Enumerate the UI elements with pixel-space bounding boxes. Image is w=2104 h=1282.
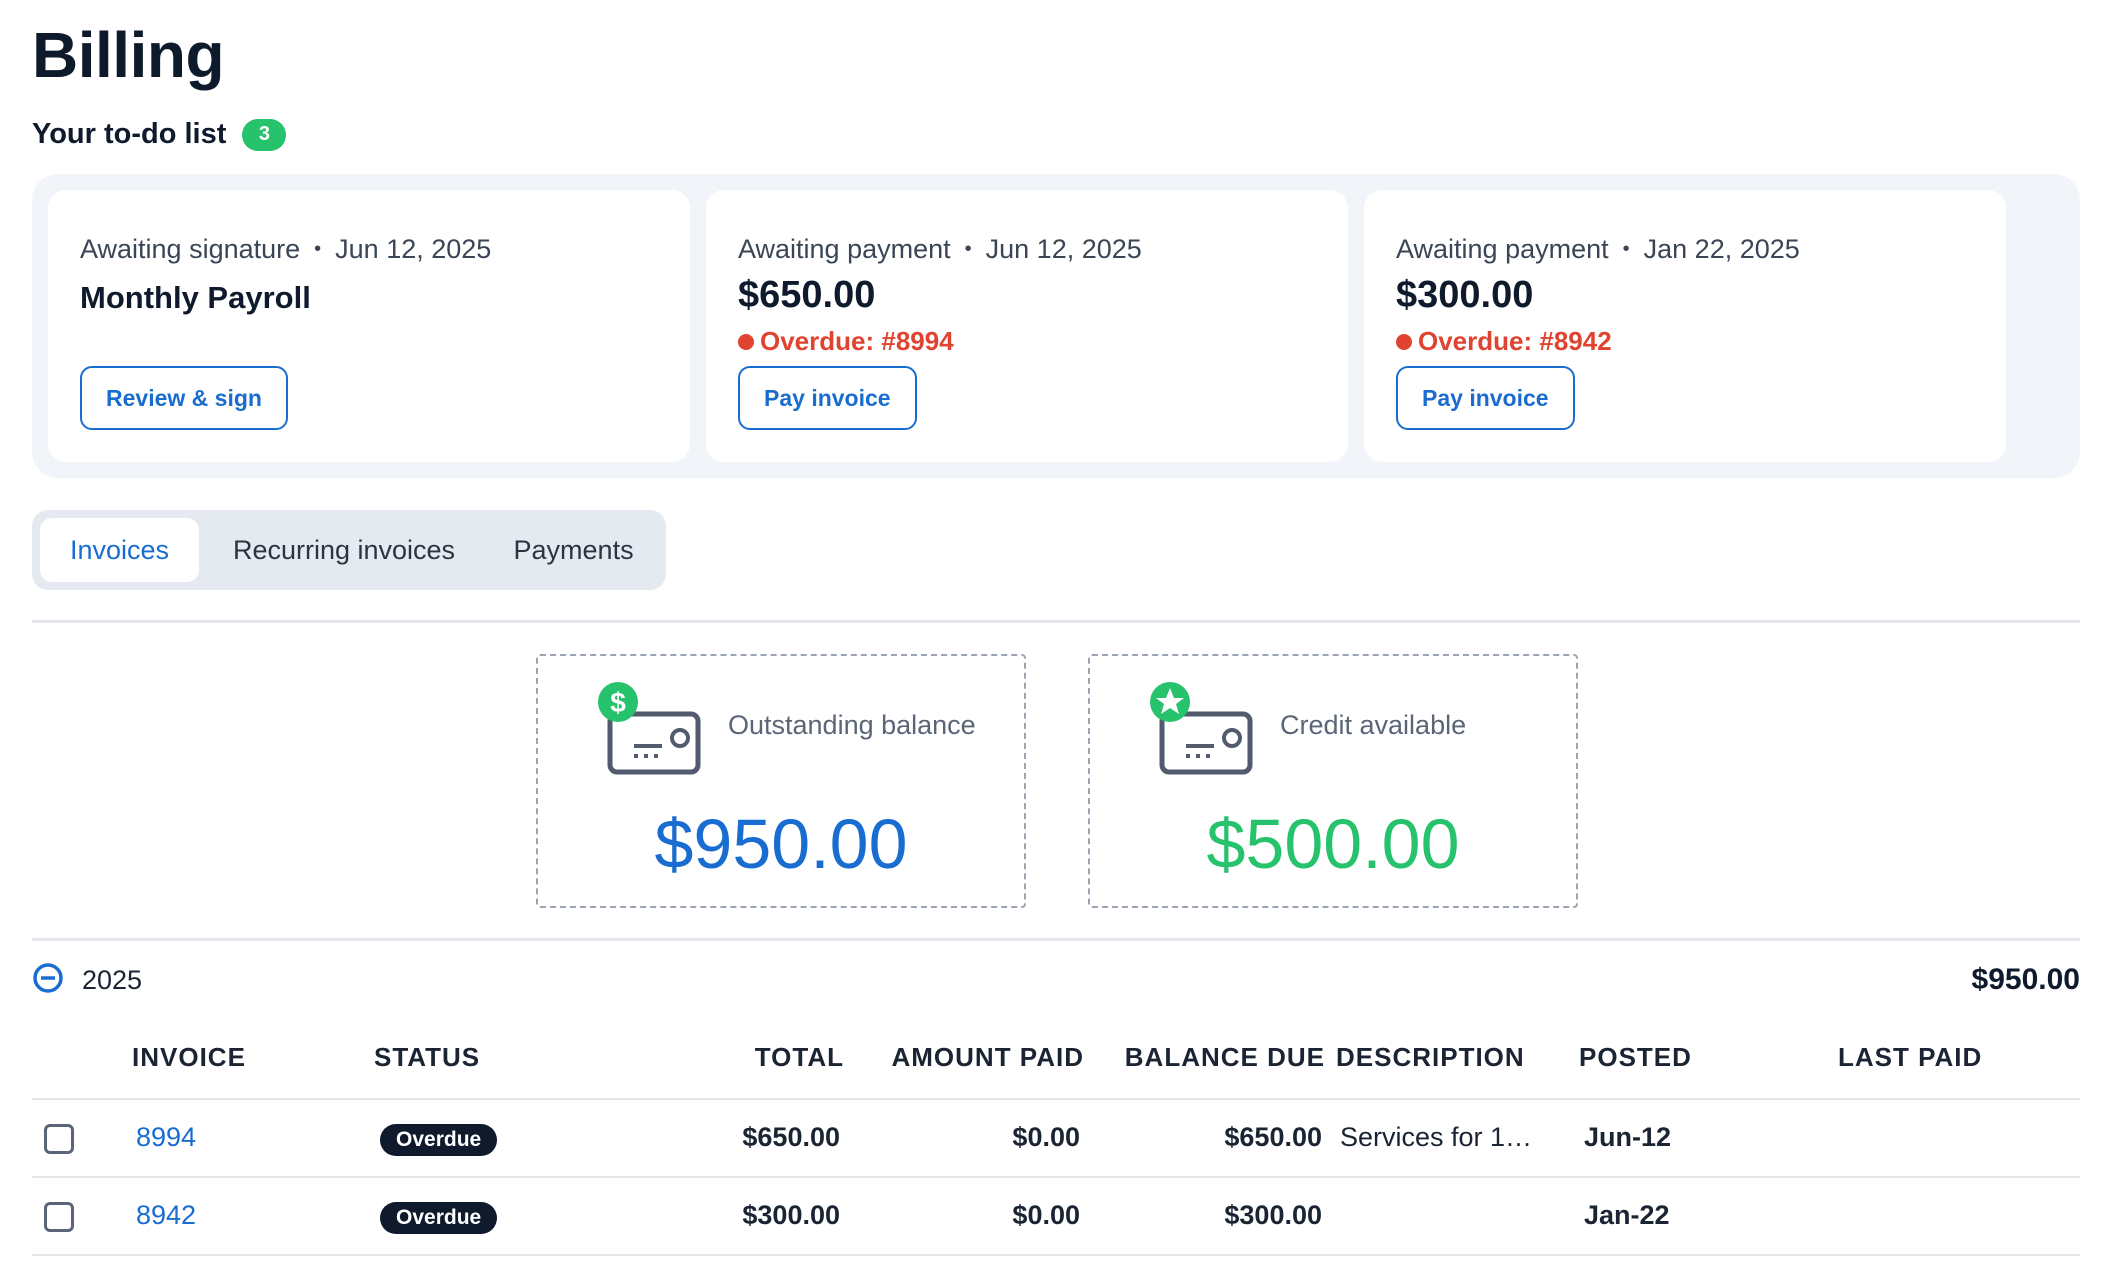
posted-cell: Jun-12 (1584, 1122, 1672, 1152)
table-header: INVOICE STATUS TOTAL AMOUNT PAID BALANCE… (32, 1030, 2080, 1096)
separator-dot: • (314, 238, 322, 260)
divider (32, 620, 2080, 623)
status-badge: Overdue (380, 1124, 498, 1156)
todo-card-payroll: Awaiting signature • Jun 12, 2025 Monthly … (48, 190, 690, 462)
overdue-indicator: Overdue: #8994 (738, 326, 954, 357)
todo-card-meta: Awaiting signature • Jun 12, 2025 (80, 234, 491, 265)
overdue-text: Overdue: #8942 (1418, 326, 1612, 356)
collapse-icon[interactable] (32, 962, 64, 999)
table-row[interactable]: 8994 Overdue $650.00 $0.00 $650.00 Servi… (32, 1098, 2080, 1176)
column-header-posted[interactable]: POSTED (1579, 1042, 1692, 1072)
table-row[interactable]: 8942 Overdue $300.00 $0.00 $300.00 Jan-2… (32, 1176, 2080, 1254)
tab-payments[interactable]: Payments (513, 534, 634, 565)
total-cell: $300.00 (742, 1200, 840, 1230)
outstanding-balance-value: $950.00 (654, 805, 908, 883)
pay-invoice-button[interactable]: Pay invoice (738, 366, 917, 430)
status-badge: Overdue (380, 1202, 498, 1234)
todo-card-meta: Awaiting payment • Jun 12, 2025 (738, 234, 1142, 265)
todo-panel: Awaiting signature • Jun 12, 2025 Monthly … (32, 174, 2080, 478)
balance-due-cell: $650.00 (1224, 1122, 1322, 1152)
posted-cell: Jan-22 (1584, 1200, 1670, 1230)
todo-count-badge: 3 (242, 118, 287, 151)
credit-available-card: Credit available $500.00 (1088, 654, 1578, 908)
separator-dot: • (964, 238, 972, 260)
todo-card-title: Monthly Payroll (80, 280, 311, 315)
column-header-invoice[interactable]: INVOICE (132, 1042, 246, 1072)
todo-heading: Your to-do list 3 (32, 118, 287, 151)
column-header-last-paid[interactable]: LAST PAID (1838, 1042, 1983, 1072)
billing-tabs: Invoices Recurring invoices Payments (32, 510, 666, 590)
todo-card-date: Jan 22, 2025 (1643, 234, 1800, 264)
overdue-dot-icon (738, 333, 754, 350)
row-checkbox[interactable] (44, 1202, 74, 1232)
star-invoice-icon (1146, 676, 1266, 776)
year-label: 2025 (82, 964, 143, 995)
column-header-status[interactable]: STATUS (374, 1042, 481, 1072)
outstanding-balance-label: Outstanding balance (728, 710, 976, 740)
todo-card-date: Jun 12, 2025 (985, 234, 1142, 264)
overdue-indicator: Overdue: #8942 (1396, 326, 1612, 357)
column-header-description[interactable]: DESCRIPTION (1336, 1042, 1525, 1072)
balance-due-cell: $300.00 (1224, 1200, 1322, 1230)
credit-available-value: $500.00 (1206, 805, 1460, 883)
todo-card-invoice-8942: Awaiting payment • Jan 22, 2025 $300.00 Ov… (1364, 190, 2006, 462)
year-total: $950.00 (1971, 963, 2080, 996)
description-cell: Services for 1… (1340, 1122, 1533, 1152)
todo-card-status: Awaiting signature (80, 234, 301, 264)
todo-card-meta: Awaiting payment • Jan 22, 2025 (1396, 234, 1800, 265)
amount-paid-cell: $0.00 (1012, 1200, 1080, 1230)
year-group-header: 2025 $950.00 (32, 958, 2080, 1002)
invoice-link[interactable]: 8994 (136, 1122, 197, 1152)
overdue-text: Overdue: #8994 (760, 326, 954, 356)
invoice-link[interactable]: 8942 (136, 1200, 197, 1230)
todo-card-date: Jun 12, 2025 (335, 234, 492, 264)
todo-card-invoice-8994: Awaiting payment • Jun 12, 2025 $650.00 Ov… (706, 190, 1348, 462)
table-bottom-border (32, 1254, 2080, 1256)
tab-invoices[interactable]: Invoices (40, 518, 199, 582)
column-header-total[interactable]: TOTAL (754, 1042, 844, 1072)
tab-recurring-invoices[interactable]: Recurring invoices (232, 534, 456, 565)
column-header-balance-due[interactable]: BALANCE DUE (1124, 1042, 1325, 1072)
separator-dot: • (1622, 238, 1630, 260)
todo-card-status: Awaiting payment (1396, 234, 1609, 264)
total-cell: $650.00 (742, 1122, 840, 1152)
todo-heading-label: Your to-do list (32, 118, 227, 150)
todo-card-status: Awaiting payment (738, 234, 951, 264)
review-sign-button[interactable]: Review & sign (80, 366, 288, 430)
outstanding-balance-card: $ Outstanding balance $950.00 (536, 654, 1026, 908)
dollar-invoice-icon: $ (594, 676, 714, 776)
column-header-amount-paid[interactable]: AMOUNT PAID (891, 1042, 1084, 1072)
todo-card-amount: $300.00 (1396, 274, 1534, 316)
overdue-dot-icon (1396, 333, 1412, 350)
pay-invoice-button[interactable]: Pay invoice (1396, 366, 1575, 430)
page-title: Billing (32, 19, 225, 91)
svg-text:$: $ (610, 687, 626, 718)
row-checkbox[interactable] (44, 1124, 74, 1154)
todo-card-amount: $650.00 (738, 274, 876, 316)
credit-available-label: Credit available (1280, 710, 1467, 740)
amount-paid-cell: $0.00 (1012, 1122, 1080, 1152)
divider (32, 938, 2080, 941)
